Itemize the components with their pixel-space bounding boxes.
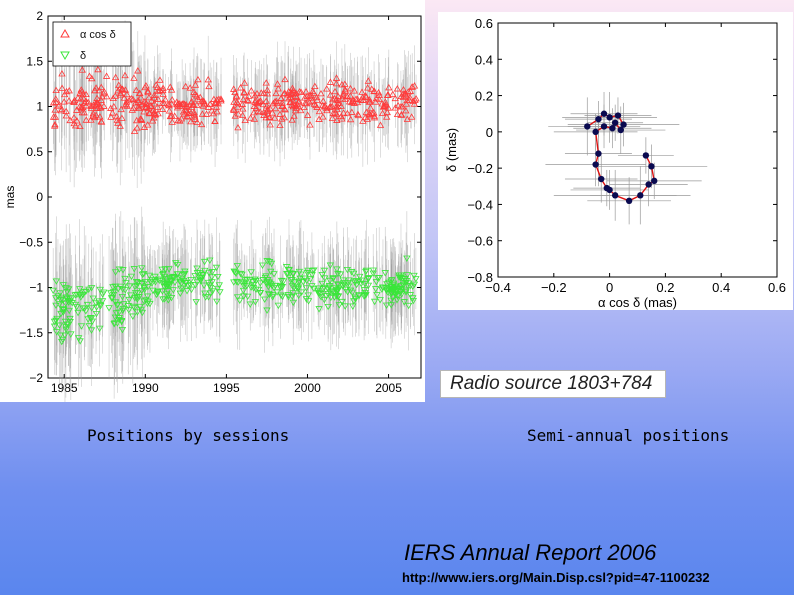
y-tick-label: −0.4	[467, 197, 493, 212]
legend-label-delta: δ	[80, 50, 86, 62]
y-tick-label: 0.5	[26, 145, 43, 159]
x-tick-label: 0.4	[712, 280, 730, 295]
y-axis-label: δ (mas)	[444, 128, 459, 172]
position-point	[601, 123, 607, 129]
y-tick-label: 1	[36, 100, 43, 114]
time-series-chart: 2 1.5 1 0.5 0 −0.5 −1 −1.5 −2 1985 1990 1995 2000 200…	[0, 0, 425, 402]
y-tick-label: 1.5	[26, 54, 43, 68]
legend-label-alpha: α cos δ	[80, 29, 116, 41]
source-url[interactable]: http://www.iers.org/Main.Disp.csl?pid=47…	[402, 570, 710, 585]
x-tick-label: 0.6	[768, 280, 786, 295]
time-series-chart-panel: 2 1.5 1 0.5 0 −0.5 −1 −1.5 −2 1985 1990 1995 2000 200…	[0, 0, 425, 402]
y-axis-label: mas	[3, 186, 17, 209]
position-point	[592, 161, 598, 167]
position-point	[612, 120, 618, 126]
radio-source-label-box: Radio source 1803+784	[440, 370, 666, 398]
position-point	[651, 178, 657, 184]
y-tick-label: 0.4	[475, 52, 493, 67]
y-tick-label: −1.5	[19, 326, 43, 340]
markers	[50, 256, 419, 345]
track-data	[545, 92, 707, 224]
position-point	[612, 192, 618, 198]
position-point	[606, 114, 612, 120]
position-track-chart: 0.60.40.20−0.2−0.4−0.6−0.8−0.4 −0.2 0 0.2 0.…	[438, 12, 793, 310]
x-axis-label: α cos δ (mas)	[598, 295, 677, 310]
position-point	[618, 127, 624, 133]
left-chart-caption: Positions by sessions	[87, 426, 289, 445]
y-tick-label: 2	[36, 9, 43, 23]
y-tick-label: 0.2	[475, 89, 493, 104]
position-point	[592, 129, 598, 135]
position-track-chart-panel: 0.6 0.4 0.2 0 −0.2 −0.4 −0.6 −0.8 −0.4 −0.2 0 0.2 0.…	[438, 12, 793, 310]
position-point	[615, 112, 621, 118]
x-tick-label: 1985	[51, 381, 78, 395]
x-tick-label: 2005	[375, 381, 402, 395]
radio-source-label: Radio source 1803+784	[450, 373, 652, 395]
report-title: IERS Annual Report 2006	[404, 540, 656, 566]
x-tick-label: 1990	[132, 381, 159, 395]
position-point	[595, 150, 601, 156]
position-point	[620, 121, 626, 127]
x-tick-label: 0.2	[656, 280, 674, 295]
y-tick-label: 0	[36, 190, 43, 204]
legend: α cos δ δ	[53, 22, 131, 66]
track-axes: 0.60.40.20−0.2−0.4−0.6−0.8−0.4 −0.2 0 0.2 0.…	[444, 16, 786, 310]
series-delta	[50, 207, 419, 402]
position-point	[648, 163, 654, 169]
position-point	[601, 111, 607, 117]
x-tick-label: 1995	[213, 381, 240, 395]
position-point	[637, 192, 643, 198]
position-point	[606, 187, 612, 193]
y-tick-label: −0.2	[467, 161, 493, 176]
x-tick-label: 2000	[294, 381, 321, 395]
y-tick-label: 0.6	[475, 16, 493, 31]
y-tick-label: −1	[29, 281, 43, 295]
y-tick-label: −0.5	[19, 235, 43, 249]
error-bars	[53, 207, 416, 402]
position-point	[626, 198, 632, 204]
position-point	[584, 123, 590, 129]
position-point	[595, 116, 601, 122]
x-tick-label: 0	[606, 280, 613, 295]
y-tick-label: −2	[29, 371, 43, 385]
y-tick-label: 0	[486, 125, 493, 140]
y-tick-label: −0.6	[467, 234, 493, 249]
position-point	[598, 176, 604, 182]
right-chart-caption: Semi-annual positions	[527, 426, 729, 445]
position-point	[643, 152, 649, 158]
time-series-data	[50, 16, 419, 402]
position-point	[645, 181, 651, 187]
x-tick-label: −0.2	[541, 280, 567, 295]
x-tick-label: −0.4	[485, 280, 511, 295]
position-point	[609, 125, 615, 131]
plot-frame	[498, 23, 777, 277]
error-bars	[545, 92, 707, 224]
